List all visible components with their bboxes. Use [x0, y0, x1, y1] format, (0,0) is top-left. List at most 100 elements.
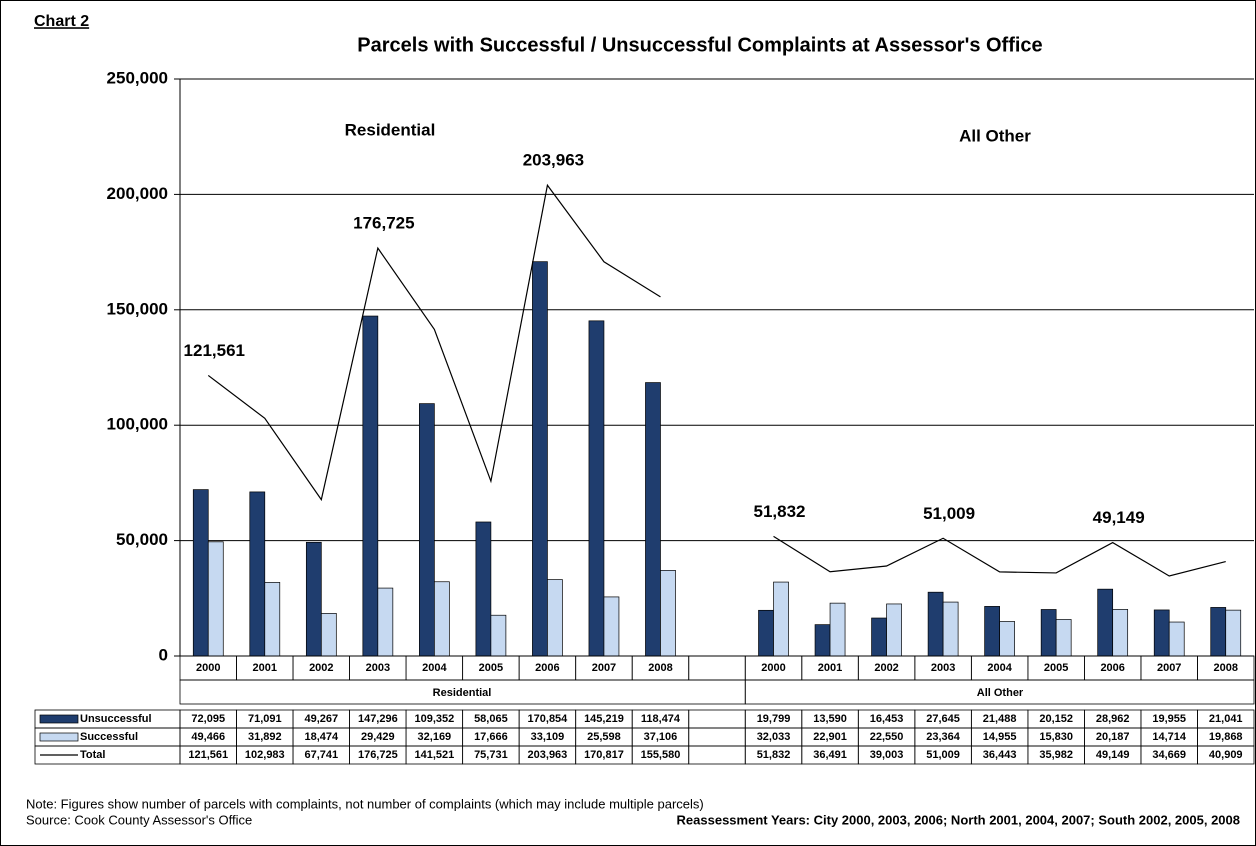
bar	[320, 613, 337, 657]
table-value: 32,033	[757, 731, 791, 743]
table-value: 36,491	[813, 749, 847, 761]
table-value: 58,065	[474, 713, 508, 725]
y-tick-label: 50,000	[116, 530, 168, 549]
table-cell	[1197, 745, 1255, 765]
table-value: 145,219	[584, 713, 624, 725]
y-tick-label: 100,000	[107, 415, 168, 434]
table-value: 13,590	[813, 713, 847, 725]
y-tick-label: 0	[159, 645, 168, 664]
data-label: 121,561	[184, 341, 245, 360]
bar	[532, 261, 548, 657]
footnote: Reassessment Years: City 2000, 2003, 200…	[677, 812, 1240, 827]
bar	[1168, 621, 1185, 657]
table-value: 71,091	[248, 713, 282, 725]
x-tick-label: 2001	[253, 662, 277, 674]
bar	[249, 491, 266, 657]
bar	[1153, 609, 1170, 657]
legend-swatch	[39, 732, 79, 742]
table-value: 170,854	[528, 713, 569, 725]
table-value: 21,041	[1209, 713, 1243, 725]
x-tick-label: 2007	[592, 662, 616, 674]
table-value: 23,364	[926, 731, 961, 743]
bar	[362, 315, 379, 657]
table-value: 67,741	[304, 749, 338, 761]
bar	[645, 382, 661, 657]
data-label: 49,149	[1093, 508, 1145, 527]
bar	[829, 602, 846, 657]
table-value: 51,832	[757, 749, 791, 761]
source: Source: Cook County Assessor's Office	[26, 812, 252, 827]
bar	[588, 320, 605, 657]
bar	[1055, 619, 1072, 657]
bar	[603, 596, 620, 657]
x-tick-label: 2004	[422, 662, 447, 674]
table-value: 33,109	[531, 731, 565, 743]
table-value: 170,817	[584, 749, 624, 761]
table-value: 14,714	[1152, 731, 1187, 743]
bar	[192, 489, 209, 657]
x-tick-label: 2000	[761, 662, 785, 674]
table-value: 40,909	[1209, 749, 1243, 761]
x-tick-label: 2002	[874, 662, 898, 674]
data-label: 51,832	[754, 502, 806, 521]
y-tick-label: 150,000	[107, 299, 168, 318]
legend-label: Unsuccessful	[80, 713, 152, 725]
table-cell	[744, 679, 1255, 705]
bar	[814, 624, 831, 657]
x-tick-label: 2007	[1157, 662, 1181, 674]
x-tick-label: 2008	[1213, 662, 1237, 674]
bar	[942, 601, 959, 657]
table-value: 34,669	[1152, 749, 1186, 761]
bar	[984, 606, 1000, 657]
bar	[547, 579, 563, 657]
table-value: 49,149	[1096, 749, 1130, 761]
table-value: 75,731	[474, 749, 508, 761]
table-value: 141,521	[414, 749, 454, 761]
legend-label: Successful	[80, 731, 138, 743]
table-value: 35,982	[1039, 749, 1073, 761]
x-tick-label: 2005	[1044, 662, 1068, 674]
data-label: 51,009	[923, 504, 975, 523]
table-value: 72,095	[191, 713, 225, 725]
table-value: 17,666	[474, 731, 508, 743]
table-value: 16,453	[870, 713, 904, 725]
table-value: 37,106	[644, 731, 678, 743]
x-tick-label: 2000	[196, 662, 220, 674]
x-tick-label: 2001	[818, 662, 842, 674]
x-tick-label: 2002	[309, 662, 333, 674]
annotation: Residential	[345, 120, 436, 139]
table-value: 19,799	[757, 713, 791, 725]
bar	[434, 581, 450, 657]
bar	[871, 617, 887, 657]
table-value: 51,009	[926, 749, 960, 761]
table-value: 203,963	[528, 749, 568, 761]
data-label: 203,963	[523, 151, 584, 170]
bar	[927, 591, 944, 657]
bar	[773, 581, 789, 657]
bar	[490, 614, 507, 657]
y-tick-label: 250,000	[107, 68, 168, 87]
bar	[377, 587, 394, 657]
table-value: 36,443	[983, 749, 1017, 761]
bar	[207, 541, 224, 657]
chart-title: Parcels with Successful / Unsuccessful C…	[357, 34, 1042, 56]
table-value: 22,550	[870, 731, 904, 743]
table-value: 102,983	[245, 749, 285, 761]
table-value: 22,901	[813, 731, 847, 743]
table-group: Residential	[433, 687, 492, 699]
bar	[1225, 609, 1242, 657]
bar	[1040, 609, 1057, 657]
y-tick-label: 200,000	[107, 184, 168, 203]
chart-label: Chart 2	[34, 13, 89, 30]
bar	[758, 609, 774, 657]
bar	[305, 541, 322, 657]
legend-label: Total	[80, 749, 105, 761]
x-tick-label: 2006	[1100, 662, 1124, 674]
bar	[660, 570, 676, 657]
bar	[886, 603, 902, 657]
table-value: 27,645	[926, 713, 960, 725]
annotation: All Other	[959, 126, 1031, 145]
bar	[1112, 609, 1129, 657]
x-tick-label: 2005	[479, 662, 503, 674]
x-tick-label: 2003	[931, 662, 955, 674]
